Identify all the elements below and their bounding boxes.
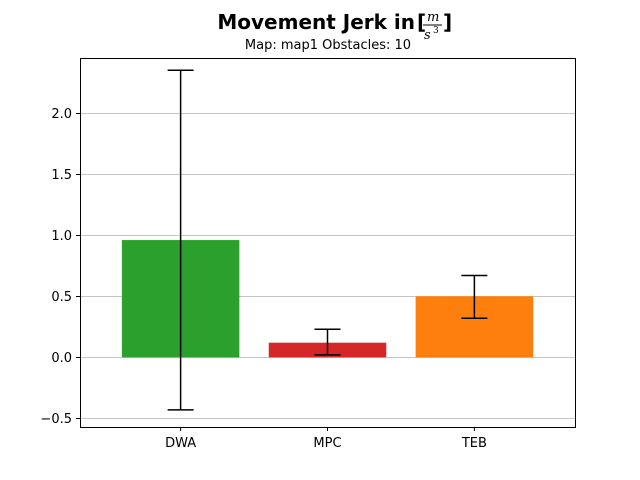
x-axis: DWA MPC TEB bbox=[165, 427, 487, 451]
chart-title-text: Movement Jerk in bbox=[217, 10, 415, 34]
title-unit-numerator: m bbox=[427, 10, 439, 25]
x-tick-label: DWA bbox=[165, 436, 196, 451]
y-tick-label: 1.0 bbox=[51, 229, 72, 244]
y-axis: −0.5 0.0 0.5 1.0 1.5 2.0 bbox=[40, 107, 80, 427]
error-bars bbox=[167, 69, 488, 411]
chart-title: Movement Jerk in [ m s 3 ] bbox=[217, 10, 452, 43]
title-bracket-close: ] bbox=[443, 10, 452, 34]
title-bracket-open: [ bbox=[417, 10, 426, 34]
y-tick-label: 1.5 bbox=[51, 168, 72, 183]
y-tick-label: −0.5 bbox=[40, 412, 72, 427]
chart-subtitle: Map: map1 Obstacles: 10 bbox=[245, 38, 411, 53]
title-unit-exponent: 3 bbox=[433, 26, 439, 36]
x-tick-label: TEB bbox=[461, 436, 487, 451]
y-tick-label: 2.0 bbox=[51, 107, 72, 122]
x-tick-label: MPC bbox=[313, 436, 341, 451]
y-tick-label: 0.0 bbox=[51, 351, 72, 366]
title-unit-denominator: s bbox=[424, 28, 431, 43]
y-tick-label: 0.5 bbox=[51, 290, 72, 305]
